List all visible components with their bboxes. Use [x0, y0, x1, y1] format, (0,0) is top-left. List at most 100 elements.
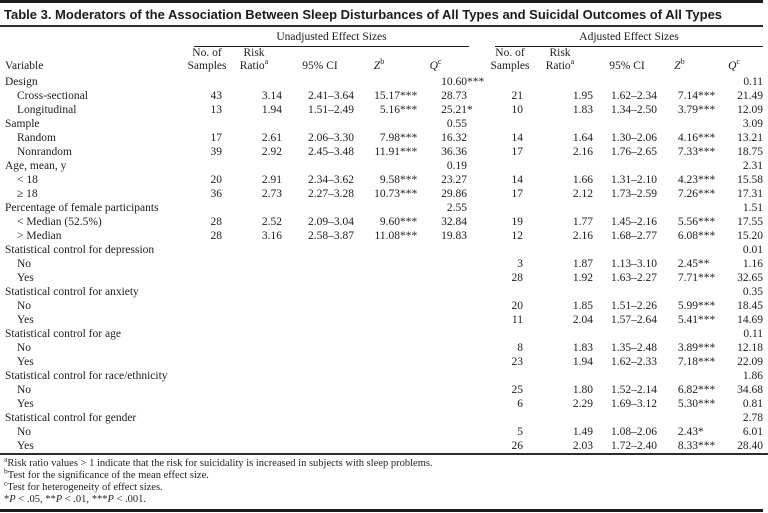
group-header-spacer [0, 27, 190, 47]
cell [659, 285, 700, 299]
cell [356, 201, 402, 215]
cell [284, 299, 356, 313]
cell: 39 [210, 146, 223, 158]
cell [356, 383, 402, 397]
column-header-ci-adjusted: 95% CI [609, 60, 645, 72]
cell: 5.30*** [677, 398, 716, 410]
column-header-risk-ratio-unadjusted: Risk Ratioa [239, 47, 269, 72]
cell [190, 425, 224, 439]
cell [224, 117, 284, 131]
cell [402, 313, 469, 327]
table-row: No 8 1.83 1.35–2.48 3.89*** 12.18 [0, 341, 768, 355]
cell [356, 397, 402, 411]
row-label: Random [17, 132, 56, 144]
cell [659, 201, 700, 215]
cell: 18.75 [737, 146, 764, 158]
cell [525, 201, 595, 215]
table-row: Statistical control for age 0.11 [0, 327, 768, 341]
cell: 2.41–3.64 [308, 90, 354, 102]
cell: 1.64 [572, 132, 593, 144]
cell [402, 243, 469, 257]
cell: 36 [210, 188, 223, 200]
cell [402, 425, 469, 439]
cell: 1.83 [572, 342, 593, 354]
cell [595, 285, 659, 299]
cell [525, 159, 595, 173]
row-label: Statistical control for depression [5, 244, 155, 256]
cell: 13 [210, 104, 223, 116]
cell [284, 341, 356, 355]
table-row: > Median 28 3.16 2.58–3.87 11.08*** 19.83 12 2.… [0, 229, 768, 243]
group-header-adjusted: Adjusted Effect Sizes [469, 27, 768, 47]
cell [224, 243, 284, 257]
row-label: Sample [5, 118, 40, 130]
cell [190, 397, 224, 411]
cell [659, 327, 700, 341]
column-header-q-adjusted: Qc [728, 57, 740, 72]
row-label: Percentage of female participants [5, 202, 159, 214]
row-label: No [17, 384, 32, 396]
cell [469, 369, 525, 383]
row-label: > Median [17, 230, 62, 242]
row-label: No [17, 342, 32, 354]
cell [356, 439, 402, 454]
cell [469, 117, 525, 131]
cell: 1.16 [742, 258, 764, 270]
cell: 2.34–3.62 [308, 174, 354, 186]
table-row: Yes 23 1.94 1.62–2.33 7.18*** 22.09 [0, 355, 768, 369]
cell: 0.11 [743, 76, 764, 88]
row-label: Statistical control for race/ethnicity [5, 370, 168, 382]
cell: 3.09 [742, 118, 764, 130]
cell [284, 243, 356, 257]
table-row: Yes 11 2.04 1.57–2.64 5.41*** 14.69 [0, 313, 768, 327]
cell [356, 285, 402, 299]
footnotes: aRisk ratio values > 1 indicate that the… [0, 455, 768, 506]
cell: 16.32 [441, 132, 467, 144]
cell: 15.17*** [374, 90, 418, 102]
cell: 5.99*** [677, 300, 716, 312]
cell [659, 117, 700, 131]
cell [402, 397, 469, 411]
cell: 14 [511, 132, 524, 144]
cell: 36.36 [441, 146, 467, 158]
cell: 11 [511, 314, 523, 326]
cell [190, 243, 224, 257]
cell [284, 285, 356, 299]
cell: 0.81 [742, 398, 764, 410]
cell [356, 117, 402, 131]
cell: 25 [511, 384, 524, 396]
cell [402, 439, 469, 454]
cell [224, 75, 284, 89]
cell: 2.43* [677, 426, 704, 438]
cell: 6.08*** [677, 230, 716, 242]
table-row: Cross-sectional 43 3.14 2.41–3.64 15.17*** 28… [0, 89, 768, 103]
cell: 22.09 [737, 356, 764, 368]
cell [284, 271, 356, 285]
table-body: Design 10.60*** 0.11 Cross-sectional 43 3.14 2… [0, 75, 768, 454]
cell: 1.86 [742, 370, 764, 382]
cell [224, 327, 284, 341]
cell [595, 243, 659, 257]
cell [595, 75, 659, 89]
cell [659, 243, 700, 257]
cell: 2.12 [572, 188, 593, 200]
cell: 10.60*** [441, 76, 485, 88]
cell [224, 257, 284, 271]
cell [356, 159, 402, 173]
cell: 3.14 [261, 90, 282, 102]
cell: 4.23*** [677, 174, 716, 186]
cell: 12 [511, 230, 524, 242]
cell [525, 243, 595, 257]
cell: 3.79*** [677, 104, 716, 116]
cell: 19.83 [441, 230, 467, 242]
cell: 23.27 [441, 174, 467, 186]
cell [190, 439, 224, 454]
table-row: Yes 26 2.03 1.72–2.40 8.33*** 28.40 [0, 439, 768, 454]
cell: 1.63–2.27 [611, 272, 657, 284]
moderators-table: Unadjusted Effect Sizes Adjusted Effect … [0, 27, 768, 455]
row-label: Design [5, 76, 38, 88]
row-label: Cross-sectional [17, 90, 88, 102]
cell [284, 439, 356, 454]
cell: 1.35–2.48 [611, 342, 657, 354]
cell [284, 201, 356, 215]
